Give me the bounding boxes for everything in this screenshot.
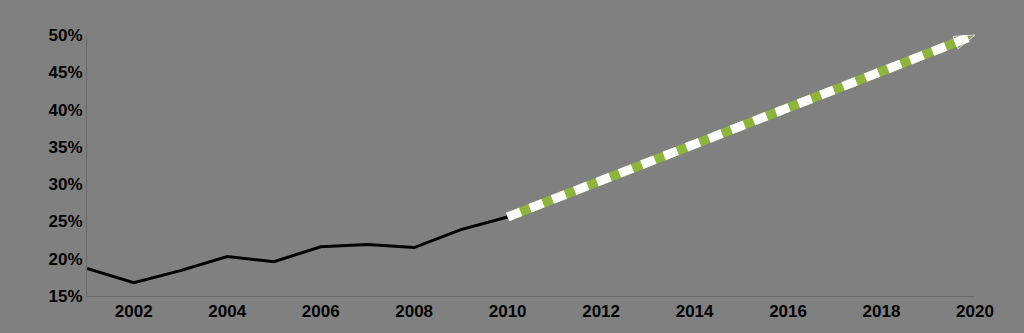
svg-text:2010: 2010: [489, 302, 527, 321]
svg-text:2018: 2018: [863, 302, 901, 321]
svg-text:35%: 35%: [49, 138, 83, 157]
svg-text:20%: 20%: [49, 250, 83, 269]
svg-text:30%: 30%: [49, 175, 83, 194]
svg-text:40%: 40%: [49, 101, 83, 120]
svg-text:2008: 2008: [395, 302, 433, 321]
svg-text:45%: 45%: [49, 63, 83, 82]
svg-text:25%: 25%: [49, 212, 83, 231]
svg-text:15%: 15%: [49, 287, 83, 306]
svg-text:2006: 2006: [302, 302, 340, 321]
svg-text:2016: 2016: [769, 302, 807, 321]
svg-text:2020: 2020: [956, 302, 994, 321]
svg-text:2002: 2002: [115, 302, 153, 321]
svg-text:2014: 2014: [676, 302, 714, 321]
svg-text:2012: 2012: [582, 302, 620, 321]
svg-text:2004: 2004: [208, 302, 246, 321]
svg-text:50%: 50%: [49, 26, 83, 45]
